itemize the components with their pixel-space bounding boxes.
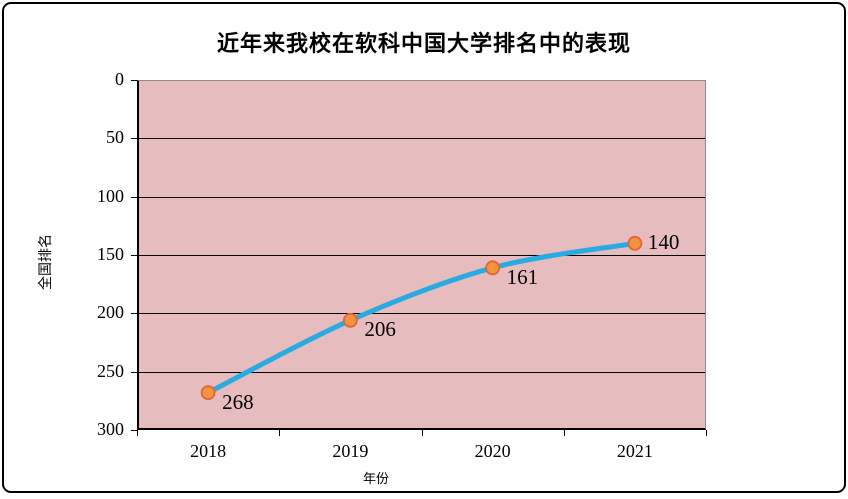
y-tick-label: 250 — [97, 360, 124, 381]
data-point-label: 161 — [506, 264, 539, 289]
y-tick-label: 150 — [97, 244, 124, 264]
y-axis-tick-mark — [131, 313, 137, 315]
x-tick-label: 2020 — [474, 441, 511, 461]
y-axis-tick-mark — [131, 138, 137, 140]
x-axis-tick-mark — [706, 430, 707, 436]
major-gridline — [139, 196, 705, 198]
y-axis-title: 全国排名 — [37, 234, 53, 290]
y-axis-tick-mark — [131, 430, 137, 431]
y-axis-tick-mark — [131, 371, 137, 373]
x-tick-label: 2019 — [332, 441, 369, 461]
chart-title: 近年来我校在软科中国大学排名中的表现 — [216, 31, 631, 56]
data-point-label: 206 — [364, 317, 396, 342]
y-axis-tick-mark — [131, 255, 137, 256]
x-axis-tick-mark — [421, 430, 423, 436]
y-axis-tick-mark — [131, 196, 137, 198]
y-tick-label: 0 — [115, 69, 124, 89]
major-gridline — [139, 313, 705, 315]
major-gridline — [139, 138, 705, 140]
y-tick-label: 200 — [97, 302, 124, 323]
data-point-label: 140 — [647, 230, 680, 255]
y-axis-tick-mark — [131, 80, 137, 81]
x-tick-label: 2018 — [190, 441, 227, 461]
x-axis-title: 年份 — [362, 471, 389, 486]
y-tick-label: 100 — [97, 185, 124, 206]
x-axis-tick-mark — [279, 430, 281, 436]
y-tick-label: 300 — [97, 419, 124, 439]
major-gridline — [139, 371, 705, 373]
x-axis-tick-mark — [137, 430, 138, 436]
y-tick-label: 50 — [106, 127, 124, 148]
x-tick-label: 2021 — [616, 441, 653, 461]
major-gridline — [139, 255, 705, 256]
x-axis-tick-mark — [563, 430, 565, 436]
data-point-label: 268 — [222, 389, 254, 414]
